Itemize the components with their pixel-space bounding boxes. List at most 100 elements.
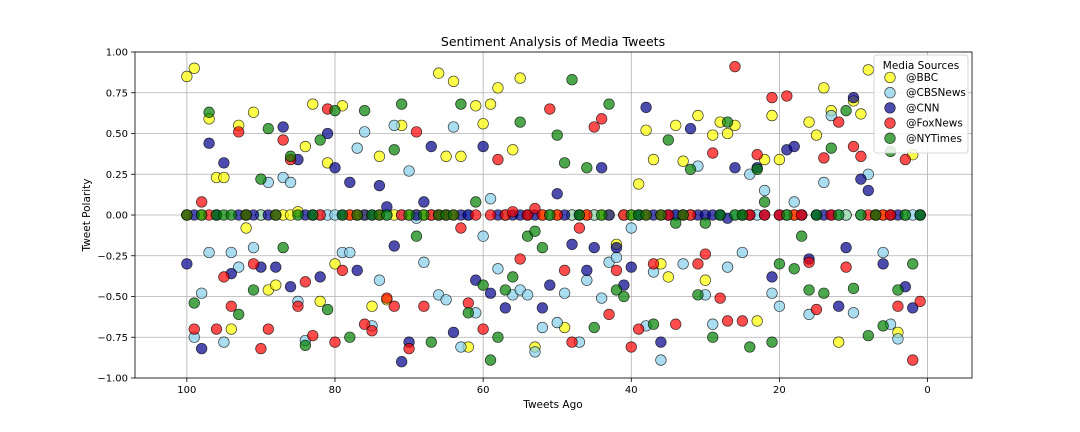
x-axis-title: Tweets Ago (522, 399, 582, 411)
point-cbsnews (373, 274, 386, 286)
point-nytimes (462, 307, 474, 319)
point-cnn (499, 302, 512, 314)
point-foxnews (892, 300, 904, 312)
point-cbsnews (403, 165, 415, 177)
point-foxnews (766, 91, 778, 104)
point-nytimes (914, 209, 926, 221)
point-cbsnews (529, 346, 541, 358)
point-nytimes (418, 209, 430, 221)
point-bbc (218, 171, 230, 184)
point-nytimes (766, 336, 778, 348)
point-cbsnews (484, 193, 497, 205)
point-nytimes (410, 230, 423, 242)
legend-marker-cnn (884, 102, 896, 114)
point-foxnews (521, 209, 534, 221)
point-foxnews (358, 318, 371, 330)
y-tick-label: 0.75 (106, 88, 128, 99)
point-bbc (329, 258, 341, 270)
point-cbsnews (758, 184, 771, 197)
point-cnn (344, 176, 356, 189)
point-nytimes (751, 163, 763, 176)
point-foxnews (233, 126, 245, 138)
point-cnn (321, 127, 334, 140)
point-foxnews (529, 202, 541, 215)
point-cnn (855, 173, 867, 185)
y-axis-ticks: 1.00 0.75 0.50 0.25 0.00 −0.25 −0.50 −0.75 −1.00 (97, 48, 135, 385)
point-nytimes (892, 284, 904, 296)
point-foxnews (514, 253, 526, 265)
point-nytimes (877, 320, 889, 332)
point-nytimes (492, 331, 504, 343)
point-cnn (536, 302, 549, 314)
point-foxnews (462, 297, 474, 309)
point-foxnews (418, 300, 430, 312)
point-bbc (721, 127, 734, 140)
point-foxnews (714, 292, 726, 304)
point-nytimes (744, 341, 756, 353)
point-nytimes (329, 105, 341, 117)
y-tick-label: −0.25 (97, 251, 128, 262)
point-bbc (766, 109, 778, 122)
point-foxnews (299, 276, 312, 288)
y-tick-label: −1.00 (97, 374, 128, 385)
point-cnn (581, 264, 593, 277)
point-bbc (647, 153, 660, 166)
point-cbsnews (203, 246, 215, 259)
point-nytimes (381, 209, 393, 221)
point-foxnews (729, 61, 741, 73)
point-bbc (492, 82, 504, 94)
point-nytimes (773, 258, 786, 270)
point-cnn (655, 336, 667, 348)
point-foxnews (388, 300, 400, 312)
point-bbc (818, 82, 830, 94)
point-cnn (610, 241, 623, 254)
point-cbsnews (736, 246, 749, 259)
point-cbsnews (825, 109, 837, 122)
point-nytimes (840, 105, 852, 117)
point-foxnews (699, 248, 711, 260)
point-nytimes (736, 209, 749, 221)
point-cnn (447, 326, 460, 339)
point-nytimes (788, 263, 800, 275)
point-cbsnews (655, 354, 667, 366)
point-cnn (270, 261, 282, 273)
point-bbc (677, 155, 689, 167)
point-nytimes (321, 303, 334, 316)
point-nytimes (284, 150, 297, 162)
point-cbsnews (677, 258, 689, 270)
point-foxnews (914, 295, 926, 308)
legend-marker-nytimes (884, 132, 896, 144)
point-cnn (862, 184, 874, 197)
point-foxnews (196, 196, 208, 208)
point-bbc (307, 98, 319, 110)
point-cbsnews (447, 121, 460, 133)
point-nytimes (203, 106, 215, 118)
point-cbsnews (625, 222, 637, 234)
point-cbsnews (344, 246, 356, 259)
point-cbsnews (766, 287, 778, 299)
x-tick-label: 40 (625, 385, 638, 396)
point-foxnews (558, 264, 571, 277)
point-cbsnews (247, 241, 260, 254)
point-nytimes (536, 241, 549, 254)
legend-label-cbsnews: @CBSNews (906, 87, 966, 99)
point-bbc (810, 129, 823, 141)
point-bbc (366, 300, 378, 312)
point-cnn (196, 343, 208, 355)
point-nytimes (277, 241, 289, 254)
point-foxnews (507, 206, 519, 218)
point-foxnews (403, 343, 415, 355)
point-foxnews (758, 209, 771, 221)
point-nytimes (233, 308, 245, 321)
y-tick-label: −0.75 (97, 333, 128, 344)
point-bbc (470, 100, 482, 112)
point-cnn (847, 91, 860, 104)
point-bbc (299, 140, 312, 153)
legend-marker-cbsnews (884, 87, 896, 99)
point-nytimes (336, 209, 349, 221)
point-nytimes (847, 282, 860, 295)
point-nytimes (566, 74, 578, 86)
point-cnn (640, 101, 652, 114)
point-nytimes (677, 209, 689, 221)
